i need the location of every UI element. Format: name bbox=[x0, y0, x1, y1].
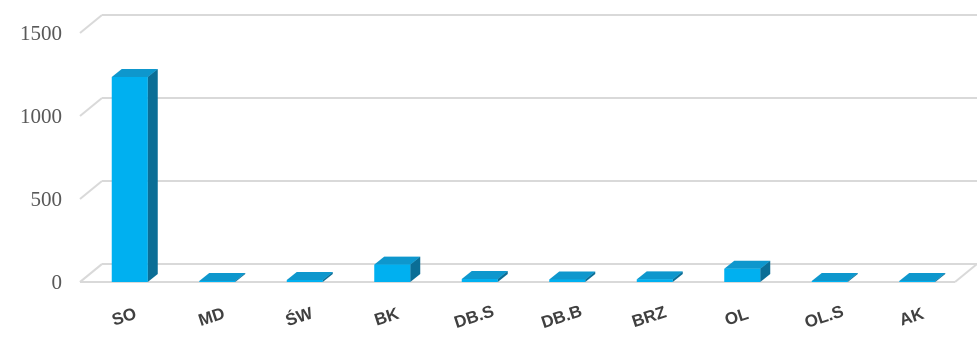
bar-side bbox=[760, 260, 771, 282]
bar-side bbox=[672, 271, 683, 282]
bar-top bbox=[461, 271, 508, 280]
x-tick-label: AK bbox=[897, 304, 927, 330]
bar-front bbox=[724, 268, 761, 282]
bar bbox=[461, 271, 508, 282]
y-tick-label: 1000 bbox=[20, 104, 62, 128]
bar bbox=[199, 273, 246, 282]
gridline-wall bbox=[79, 180, 103, 200]
floor-left-edge bbox=[79, 263, 103, 283]
x-tick-label: BK bbox=[372, 304, 402, 330]
x-tick-label: ŚW bbox=[283, 303, 316, 330]
bar-top bbox=[111, 68, 158, 77]
bar-side bbox=[935, 273, 946, 282]
bar-top bbox=[199, 273, 246, 281]
bar-front bbox=[549, 279, 586, 282]
bar bbox=[111, 68, 158, 283]
bar bbox=[899, 273, 946, 282]
bar-top bbox=[549, 271, 596, 280]
bar bbox=[286, 272, 333, 282]
bar bbox=[374, 256, 421, 282]
bar-top bbox=[636, 271, 683, 280]
x-tick-label: OL.S bbox=[802, 302, 846, 332]
bar-top bbox=[811, 273, 858, 281]
bars bbox=[111, 68, 946, 283]
bar-top bbox=[286, 272, 333, 281]
bar-front bbox=[286, 280, 323, 282]
y-tick-label: 500 bbox=[31, 187, 63, 211]
x-tick-label: DB.S bbox=[452, 301, 497, 332]
x-tick-label: DB.B bbox=[539, 301, 584, 332]
bar bbox=[724, 260, 771, 282]
bar-side bbox=[410, 256, 421, 282]
bar-front bbox=[636, 279, 673, 282]
x-tick-label: SO bbox=[109, 304, 138, 330]
y-tick-label: 0 bbox=[52, 270, 63, 294]
bar-side bbox=[585, 271, 596, 282]
bar-top bbox=[374, 256, 421, 265]
x-tick-label: BRZ bbox=[629, 302, 668, 331]
floor-right-edge bbox=[954, 263, 977, 283]
bar-front bbox=[374, 264, 411, 282]
bar-top bbox=[724, 260, 771, 269]
bar-side bbox=[322, 272, 333, 282]
bar-side bbox=[847, 273, 858, 282]
gridline-wall bbox=[79, 97, 103, 117]
bar-front bbox=[811, 281, 848, 282]
bar bbox=[636, 271, 683, 282]
x-tick-label: MD bbox=[196, 304, 227, 330]
bar bbox=[549, 271, 596, 282]
bar-side bbox=[235, 273, 246, 282]
x-tick-label: OL bbox=[722, 304, 750, 329]
bar-side bbox=[147, 68, 158, 283]
bar-top bbox=[899, 273, 946, 281]
bar-front bbox=[199, 281, 236, 282]
bar-side bbox=[497, 271, 508, 282]
bar bbox=[811, 273, 858, 282]
y-axis-ticks: 0 500 1000 1500 bbox=[20, 21, 62, 294]
y-tick-label: 1500 bbox=[20, 21, 62, 45]
x-axis-ticks: SO MD ŚW BK DB.S DB.B BRZ OL OL.S AK bbox=[109, 301, 926, 332]
bar-front bbox=[111, 76, 148, 283]
bar-front bbox=[899, 281, 936, 282]
gridlines bbox=[79, 14, 977, 283]
gridline-wall bbox=[79, 14, 103, 34]
bar-front bbox=[461, 279, 498, 282]
